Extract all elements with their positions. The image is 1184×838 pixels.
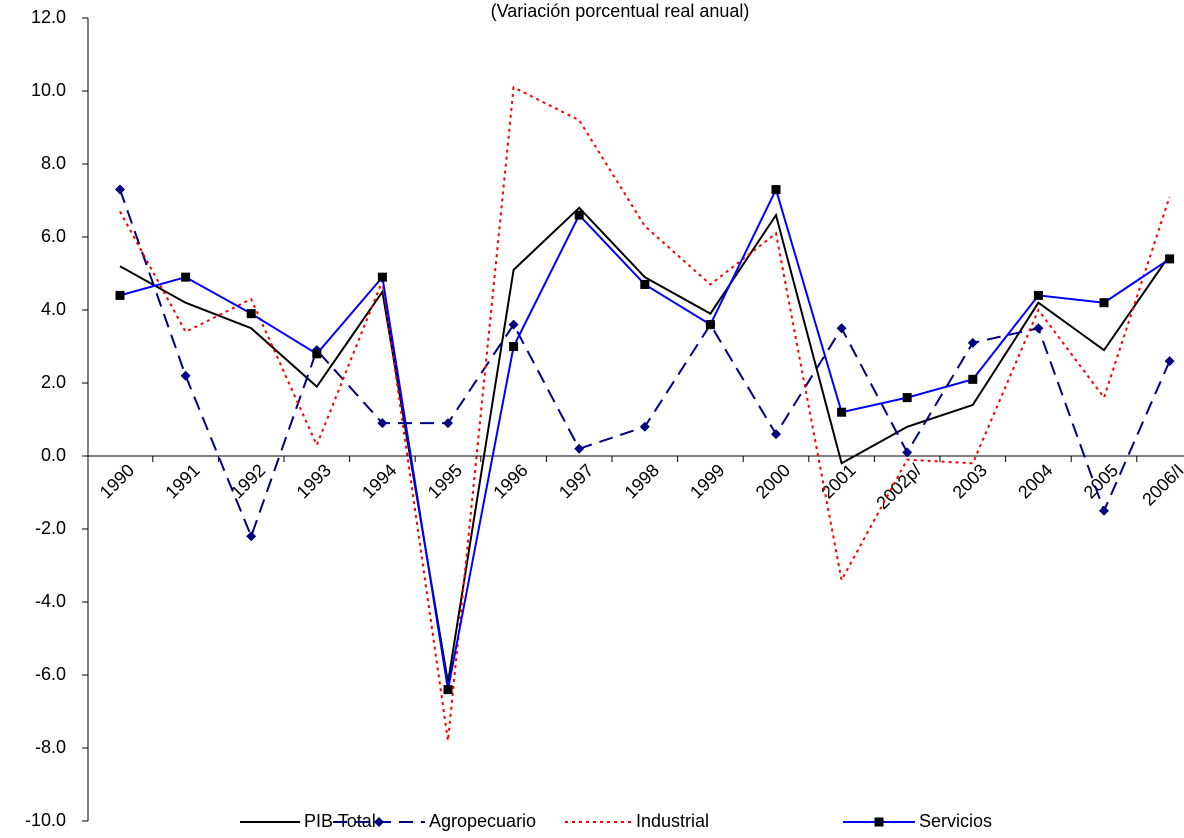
data-point (705, 320, 715, 330)
legend-label: Servicios (919, 811, 992, 831)
x-tick-label: 2003 (949, 460, 991, 502)
data-point (902, 393, 912, 403)
data-point (246, 531, 257, 542)
data-point (443, 418, 453, 429)
y-tick-label: 4.0 (41, 299, 66, 319)
x-tick-label: 1999 (686, 460, 728, 502)
y-tick-label: 10.0 (31, 80, 66, 100)
legend-item: Industrial (565, 811, 709, 831)
data-point (509, 342, 519, 351)
x-tick-label: 1991 (161, 460, 203, 502)
legend-label: Industrial (636, 811, 709, 831)
x-tick-label: 1993 (293, 460, 335, 502)
data-point (574, 210, 584, 220)
data-point (443, 685, 453, 695)
data-point (508, 319, 519, 330)
x-tick-label: 2002p/ (872, 460, 925, 513)
data-point (968, 374, 978, 384)
x-tick-label: 1992 (227, 460, 269, 502)
series-line (119, 206, 1171, 683)
y-tick-label: -4.0 (35, 591, 66, 611)
legend-label: PIB Total (304, 811, 376, 831)
data-point (837, 407, 847, 417)
x-tick-label: 2005 (1080, 460, 1122, 502)
legend-item: Servicios (843, 811, 992, 831)
series-line (119, 186, 1171, 690)
data-point (246, 309, 256, 319)
data-point (1033, 323, 1044, 334)
legend-marker (374, 817, 384, 827)
x-tick-label: 1996 (489, 460, 531, 502)
x-tick-label: 1998 (621, 460, 663, 502)
data-point (1165, 254, 1175, 264)
x-tick-label: 1995 (424, 460, 466, 502)
y-tick-label: -2.0 (35, 518, 66, 538)
data-point (836, 323, 847, 334)
chart-title: (Variación porcentual real anual) (491, 1, 750, 21)
y-tick-label: 2.0 (41, 372, 66, 392)
x-tick-label: 2004 (1014, 460, 1056, 502)
data-point (377, 418, 388, 429)
data-point (639, 421, 650, 432)
data-point (377, 272, 387, 282)
legend-label: Agropecuario (429, 811, 536, 831)
x-tick-label: 1997 (555, 460, 597, 502)
data-point (1164, 356, 1175, 367)
legend-item: PIB Total (240, 811, 376, 831)
y-tick-label: 0.0 (41, 445, 66, 465)
y-tick-label: -10.0 (25, 810, 66, 830)
series-line (119, 85, 1171, 741)
data-point (115, 290, 125, 300)
data-point (967, 337, 978, 348)
data-point (574, 443, 585, 454)
data-point (1099, 298, 1109, 308)
y-tick-label: -6.0 (35, 664, 66, 684)
legend-item: Agropecuario (333, 811, 536, 831)
data-point (771, 185, 781, 195)
y-tick-label: -8.0 (35, 737, 66, 757)
data-point (180, 370, 191, 381)
data-point (1033, 290, 1043, 300)
x-tick-label: 2000 (752, 460, 794, 502)
data-point (1099, 505, 1109, 516)
data-point (312, 349, 322, 359)
y-tick-label: 6.0 (41, 226, 66, 246)
data-point (771, 429, 781, 440)
data-point (640, 279, 650, 289)
x-tick-label: 1994 (358, 460, 400, 502)
x-tick-label: 2006/I (1138, 460, 1184, 510)
y-tick-label: 8.0 (41, 153, 66, 173)
x-tick-label: 1990 (96, 460, 138, 502)
data-point (902, 447, 913, 458)
legend-marker (874, 817, 884, 827)
data-point (181, 272, 191, 282)
data-point (115, 184, 125, 195)
y-tick-label: 12.0 (31, 7, 66, 27)
